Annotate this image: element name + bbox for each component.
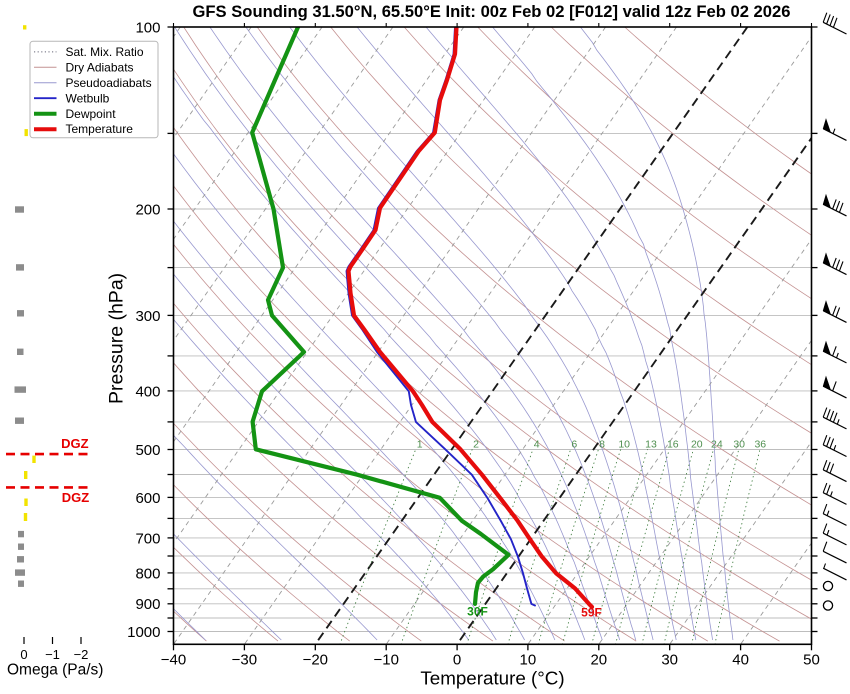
svg-text:4: 4 — [534, 439, 540, 451]
svg-text:0: 0 — [20, 647, 27, 662]
svg-text:−1: −1 — [45, 647, 60, 662]
svg-text:6: 6 — [571, 439, 577, 451]
svg-text:600: 600 — [135, 490, 160, 507]
svg-text:30: 30 — [661, 651, 678, 668]
svg-text:8: 8 — [599, 439, 605, 451]
svg-text:2: 2 — [473, 439, 479, 451]
svg-text:−2: −2 — [74, 647, 89, 662]
svg-text:700: 700 — [135, 530, 160, 547]
svg-text:−20: −20 — [303, 651, 328, 668]
svg-text:20: 20 — [590, 651, 607, 668]
svg-text:40: 40 — [732, 651, 749, 668]
svg-text:Wetbulb: Wetbulb — [66, 91, 110, 105]
svg-text:−30: −30 — [232, 651, 257, 668]
svg-text:Temperature (°C): Temperature (°C) — [420, 668, 564, 689]
svg-text:200: 200 — [135, 201, 160, 218]
svg-text:Temperature: Temperature — [66, 122, 134, 136]
svg-text:24: 24 — [711, 439, 723, 451]
svg-text:0: 0 — [453, 651, 461, 668]
svg-text:30: 30 — [733, 439, 745, 451]
svg-text:30F: 30F — [467, 605, 488, 619]
svg-text:13: 13 — [645, 439, 657, 451]
svg-text:16: 16 — [667, 439, 679, 451]
svg-text:36: 36 — [754, 439, 766, 451]
svg-text:1: 1 — [417, 439, 423, 451]
svg-text:Omega (Pa/s): Omega (Pa/s) — [7, 662, 103, 679]
svg-text:DGZ: DGZ — [62, 490, 90, 505]
svg-text:800: 800 — [135, 565, 160, 582]
svg-text:1000: 1000 — [127, 624, 160, 641]
svg-text:Sat. Mix. Ratio: Sat. Mix. Ratio — [66, 45, 144, 59]
svg-text:500: 500 — [135, 442, 160, 459]
svg-text:DGZ: DGZ — [61, 436, 89, 451]
svg-text:Pressure (hPa): Pressure (hPa) — [106, 273, 128, 404]
svg-text:59F: 59F — [581, 606, 602, 620]
svg-text:20: 20 — [691, 439, 703, 451]
svg-text:900: 900 — [135, 596, 160, 613]
svg-text:GFS Sounding 31.50°N, 65.50°E: GFS Sounding 31.50°N, 65.50°E Init: 00z … — [193, 2, 791, 21]
svg-text:−10: −10 — [373, 651, 398, 668]
svg-text:300: 300 — [135, 308, 160, 325]
svg-text:−40: −40 — [161, 651, 186, 668]
svg-text:10: 10 — [520, 651, 537, 668]
svg-text:100: 100 — [135, 19, 160, 36]
svg-text:Dewpoint: Dewpoint — [66, 107, 117, 121]
svg-text:Dry Adiabats: Dry Adiabats — [66, 60, 134, 74]
svg-text:50: 50 — [803, 651, 820, 668]
svg-text:10: 10 — [618, 439, 630, 451]
svg-text:Pseudoadiabats: Pseudoadiabats — [66, 76, 152, 90]
svg-text:400: 400 — [135, 383, 160, 400]
